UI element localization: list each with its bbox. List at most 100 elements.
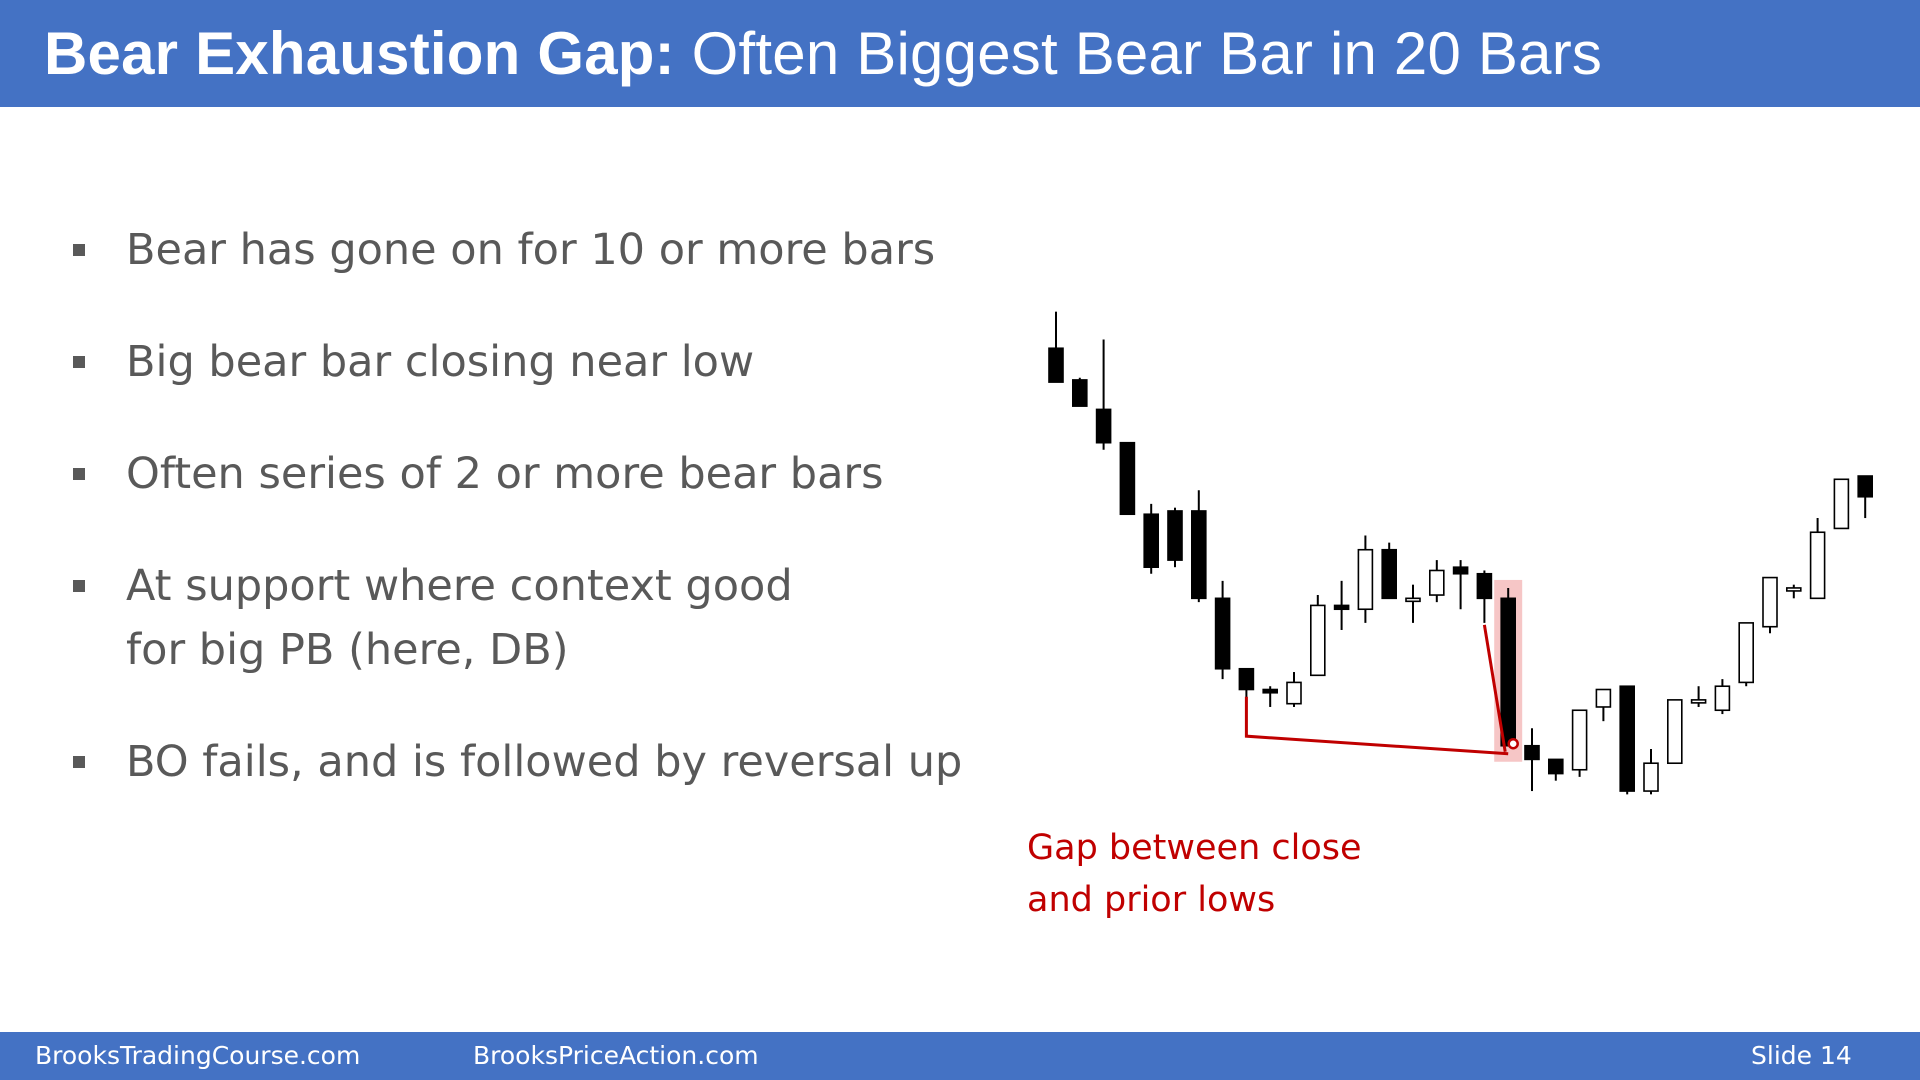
bullet-item: Bear has gone on for 10 or more bars (66, 218, 1026, 282)
bull-candle-body (1595, 688, 1612, 708)
slide-title-rest: Often Biggest Bear Bar in 20 Bars (674, 20, 1603, 87)
bear-candle-body (1857, 475, 1874, 498)
candle (1714, 679, 1731, 715)
close-marker-icon (1507, 737, 1519, 750)
bull-candle-body (1690, 699, 1707, 704)
bull-candle-body (1428, 569, 1445, 596)
candle (1119, 441, 1136, 516)
slide-title: Bear Exhaustion Gap: Often Biggest Bear … (44, 19, 1602, 88)
bull-candle-body (1833, 478, 1850, 530)
bear-candle-body (1238, 667, 1255, 691)
candle (1762, 576, 1778, 634)
candle (1167, 507, 1183, 568)
bull-candle-body (1357, 548, 1374, 611)
bull-candle-body (1738, 622, 1755, 684)
candle (1666, 699, 1683, 765)
candle (1143, 503, 1159, 574)
candle (1071, 377, 1088, 407)
candle (1262, 686, 1278, 707)
bullet-text-continued: for big PB (here, DB) (126, 625, 569, 675)
candle (1595, 688, 1612, 722)
candle (1428, 560, 1445, 603)
candle (1191, 490, 1207, 603)
bullet-square-icon (73, 356, 85, 368)
bullet-item: BO fails, and is followed by reversal up (66, 730, 1026, 794)
bullet-square-icon (73, 756, 85, 768)
bull-candle-body (1809, 531, 1826, 600)
bear-candle-body (1333, 604, 1350, 611)
bullet-square-icon (73, 580, 85, 592)
bullet-item: At support where context good for big PB… (66, 554, 1026, 682)
footer-bar: BrooksTradingCourse.com BrooksPriceActio… (0, 1032, 1920, 1080)
bear-candle-body (1524, 744, 1540, 761)
candle (1619, 685, 1636, 795)
bull-candle-body (1762, 576, 1778, 628)
candle (1381, 542, 1398, 600)
candle (1500, 587, 1517, 747)
footer-left-link[interactable]: BrooksTradingCourse.com (35, 1041, 361, 1070)
bear-candle-body (1500, 597, 1517, 747)
footer-center-link[interactable]: BrooksPriceAction.com (473, 1041, 759, 1070)
candle (1809, 518, 1826, 600)
bear-candle-body (1452, 566, 1469, 575)
candle (1785, 584, 1802, 599)
bear-candle-body (1167, 510, 1183, 561)
candlestick-chart (1048, 311, 1874, 795)
candle (1524, 728, 1540, 792)
bullet-text: BO fails, and is followed by reversal up (126, 737, 963, 787)
bear-candle-body (1214, 597, 1231, 670)
bear-candle-body (1476, 572, 1493, 600)
candle (1476, 570, 1493, 623)
bull-candle-body (1785, 587, 1802, 592)
bear-candle-body (1381, 548, 1398, 600)
bear-candle-body (1071, 379, 1088, 407)
candle (1286, 672, 1302, 707)
bear-candle-body (1048, 347, 1064, 383)
bull-candle-body (1286, 681, 1302, 705)
candle (1333, 580, 1350, 630)
bull-candle-body (1571, 709, 1588, 771)
annotation-line-2: and prior lows (1027, 880, 1276, 920)
bullet-text: Often series of 2 or more bear bars (126, 449, 884, 499)
gap-line-to-prior-low (1244, 696, 1509, 756)
candle (1405, 584, 1421, 623)
bull-candle-body (1714, 685, 1731, 712)
candle (1547, 758, 1564, 781)
annotation-line-1: Gap between close (1027, 828, 1362, 868)
gap-annotation-group (1244, 624, 1519, 756)
bear-candle-body (1143, 513, 1159, 568)
bullet-text: Bear has gone on for 10 or more bars (126, 225, 936, 275)
bullet-text: Big bear bar closing near low (126, 337, 755, 387)
bear-candle-body (1191, 510, 1207, 600)
candle (1857, 475, 1874, 519)
candle (1571, 709, 1588, 777)
bear-candle-body (1119, 441, 1136, 516)
bullet-list: Bear has gone on for 10 or more bars Big… (66, 218, 1026, 794)
bear-candle-body (1262, 688, 1278, 694)
bullet-text: At support where context good (126, 561, 793, 611)
candle (1095, 339, 1112, 450)
bear-candle-body (1095, 408, 1112, 444)
bullet-item: Big bear bar closing near low (66, 330, 1026, 394)
bullet-item: Often series of 2 or more bear bars (66, 442, 1026, 506)
bear-candle-body (1619, 685, 1636, 792)
candle (1048, 311, 1064, 383)
bullet-square-icon (73, 468, 85, 480)
gap-line-from-prior-bar (1482, 624, 1507, 752)
candle (1309, 595, 1326, 677)
candle (1357, 535, 1374, 623)
bear-candle-body (1547, 758, 1564, 775)
bullet-square-icon (73, 244, 85, 256)
candle (1690, 686, 1707, 707)
candle (1643, 749, 1659, 795)
slide-number: Slide 14 (1751, 1041, 1852, 1070)
bull-candle-body (1643, 762, 1659, 792)
bull-candle-body (1309, 604, 1326, 677)
gap-annotation-text: Gap between close and prior lows (1027, 822, 1362, 926)
title-bar: Bear Exhaustion Gap: Often Biggest Bear … (0, 0, 1920, 107)
bull-candle-body (1666, 699, 1683, 765)
candle (1738, 622, 1755, 687)
slide-title-bold: Bear Exhaustion Gap: (44, 20, 675, 87)
candle (1833, 478, 1850, 530)
candle (1214, 580, 1231, 680)
